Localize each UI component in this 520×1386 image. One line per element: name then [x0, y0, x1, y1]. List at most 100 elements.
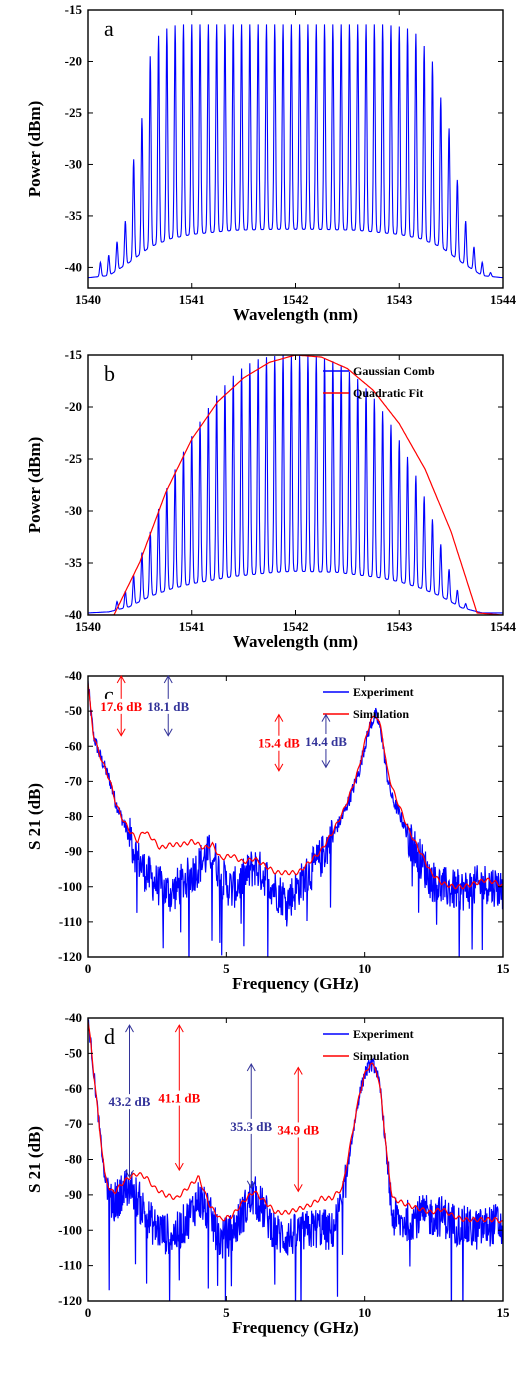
y-tick-label: -60: [65, 738, 82, 753]
y-tick-label: -15: [65, 2, 83, 17]
annotation-label: 17.6 dB: [100, 699, 142, 714]
y-axis-label: S 21 (dB): [25, 783, 44, 850]
annotation-label: 41.1 dB: [158, 1091, 200, 1106]
y-tick-label: -110: [59, 1258, 82, 1273]
annotation-label: 43.2 dB: [109, 1094, 151, 1109]
y-tick-label: -50: [65, 1045, 82, 1060]
x-tick-label: 15: [497, 1305, 511, 1320]
annotation-arrow: 35.3 dB: [229, 1062, 274, 1189]
panel-letter: c: [104, 682, 114, 707]
annotation-arrow: 15.4 dB: [256, 713, 302, 772]
y-tick-label: -120: [58, 1293, 82, 1308]
x-tick-label: 0: [85, 961, 92, 976]
series-trace-0-line: [88, 24, 503, 279]
x-tick-label: 1541: [179, 619, 205, 634]
x-axis-label: Frequency (GHz): [232, 1318, 359, 1337]
x-tick-label: 1542: [283, 619, 309, 634]
y-tick-label: -100: [58, 1222, 82, 1237]
x-tick-label: 1544: [490, 619, 517, 634]
x-tick-label: 1540: [75, 619, 101, 634]
x-tick-label: 15: [497, 961, 511, 976]
y-tick-label: -70: [65, 1116, 82, 1131]
y-tick-label: -25: [65, 105, 83, 120]
y-tick-label: -80: [65, 1152, 82, 1167]
y-tick-label: -40: [65, 668, 82, 683]
series-quadratic-fit-line: [88, 355, 503, 615]
y-tick-label: -35: [65, 555, 83, 570]
series-simulation-line: [88, 682, 503, 890]
annotation-arrow: 14.4 dB: [303, 713, 349, 769]
y-axis-label: Power (dBm): [25, 101, 44, 197]
legend-entry: Quadratic Fit: [353, 386, 423, 400]
plot-frame: [87, 9, 504, 289]
y-tick-label: -15: [65, 347, 83, 362]
annotation-label: 14.4 dB: [305, 734, 347, 749]
x-axis-label: Wavelength (nm): [233, 632, 358, 651]
x-tick-label: 5: [223, 1305, 230, 1320]
annotation-arrow: 43.2 dB: [107, 1024, 152, 1179]
y-tick-label: -120: [58, 949, 82, 964]
annotation-arrow: 18.1 dB: [146, 674, 191, 737]
annotation-arrow: 17.6 dB: [99, 674, 144, 737]
x-tick-label: 1544: [490, 292, 517, 307]
plot-frame: [87, 675, 504, 958]
plot-area: [88, 24, 503, 279]
panel-letter: b: [104, 361, 115, 386]
x-tick-label: 1541: [179, 292, 205, 307]
plot-area: [88, 355, 503, 615]
x-tick-label: 0: [85, 1305, 92, 1320]
series-experiment-line: [88, 1019, 503, 1301]
y-tick-label: -90: [65, 844, 82, 859]
annotation-label: 34.9 dB: [277, 1122, 319, 1137]
x-tick-label: 1543: [386, 292, 413, 307]
legend-entry: Simulation: [353, 707, 409, 721]
y-tick-label: -20: [65, 399, 82, 414]
y-tick-label: -40: [65, 607, 82, 622]
y-tick-label: -50: [65, 703, 82, 718]
annotation-label: 35.3 dB: [230, 1119, 272, 1134]
plot-frame: [87, 354, 504, 616]
panel-a: -15 -20 -25 -30 -35 -40 1540 1541 1542 1543 1544 Wa…: [25, 2, 517, 324]
y-tick-label: -40: [65, 259, 82, 274]
y-tick-label: -80: [65, 809, 82, 824]
y-tick-label: -100: [58, 879, 82, 894]
annotation-arrow: 41.1 dB: [157, 1024, 202, 1172]
x-tick-label: 1542: [283, 292, 309, 307]
plot-area: [88, 680, 503, 957]
y-tick-label: -110: [59, 914, 82, 929]
y-axis-label: Power (dBm): [25, 437, 44, 533]
legend-entry: Simulation: [353, 1049, 409, 1063]
y-tick-label: -90: [65, 1187, 82, 1202]
y-tick-label: -25: [65, 451, 83, 466]
legend-entry: Experiment: [353, 1027, 414, 1041]
x-tick-label: 10: [358, 961, 371, 976]
legend-entry: Gaussian Comb: [353, 364, 435, 378]
series-simulation-line: [88, 1021, 503, 1224]
series-gaussian-comb-line: [88, 355, 503, 614]
annotation-label: 18.1 dB: [147, 699, 189, 714]
plot-area: [88, 1019, 503, 1301]
panel-letter: a: [104, 16, 114, 41]
x-tick-label: 5: [223, 961, 230, 976]
legend-entry: Experiment: [353, 685, 414, 699]
y-tick-label: -40: [65, 1010, 82, 1025]
x-tick-label: 10: [358, 1305, 371, 1320]
x-tick-label: 1543: [386, 619, 413, 634]
y-tick-label: -70: [65, 773, 82, 788]
y-tick-label: -30: [65, 503, 82, 518]
x-tick-label: 1540: [75, 292, 101, 307]
x-axis-label: Wavelength (nm): [233, 305, 358, 324]
y-tick-label: -60: [65, 1081, 82, 1096]
y-tick-label: -35: [65, 208, 83, 223]
series-experiment-line: [88, 680, 503, 957]
annotation-label: 15.4 dB: [258, 736, 300, 751]
x-axis-label: Frequency (GHz): [232, 974, 359, 993]
panel-letter: d: [104, 1024, 115, 1049]
y-axis-label: S 21 (dB): [25, 1126, 44, 1193]
y-tick-label: -20: [65, 53, 82, 68]
annotation-arrow: 34.9 dB: [276, 1066, 321, 1193]
y-tick-label: -30: [65, 156, 82, 171]
